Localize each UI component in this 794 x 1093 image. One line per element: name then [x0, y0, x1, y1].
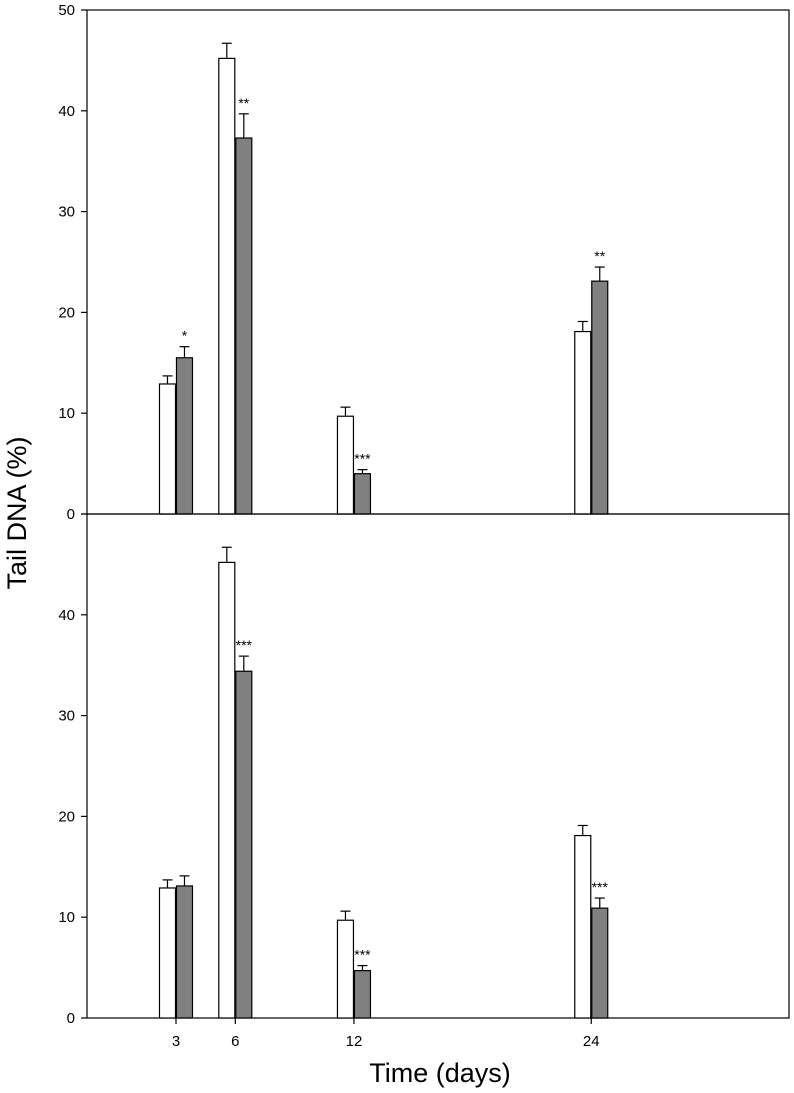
treated-bar — [591, 907, 609, 1019]
control-bar — [574, 834, 592, 1019]
y-tick-label: 30 — [58, 708, 75, 725]
y-tick-label: 0 — [67, 506, 75, 523]
significance-label: *** — [592, 879, 609, 895]
y-tick-label: 20 — [58, 304, 75, 321]
treated-bar — [353, 473, 372, 515]
y-tick-label: 50 — [58, 2, 75, 19]
significance-label: * — [182, 328, 188, 344]
control-bar — [158, 887, 177, 1019]
treated-bar — [591, 280, 609, 515]
treated-bar — [235, 137, 253, 515]
significance-label: *** — [354, 947, 371, 963]
control-bar — [218, 57, 236, 515]
panel-bottom: 0 10 20 30 40 *** *** *** — [58, 513, 790, 1027]
panel-frame — [86, 513, 790, 1019]
y-tick-label: 40 — [58, 103, 75, 120]
control-bar — [336, 415, 355, 515]
y-tick-label: 0 — [67, 1010, 75, 1027]
treated-bar — [175, 357, 194, 515]
y-tick-label: 40 — [58, 607, 75, 624]
control-bar — [218, 561, 236, 1019]
x-tick-label: 24 — [583, 1033, 600, 1050]
significance-label: ** — [238, 95, 249, 111]
significance-label: *** — [236, 637, 253, 653]
y-axis-title: Tail DNA (%) — [2, 436, 32, 589]
significance-label: *** — [354, 451, 371, 467]
treated-bar — [235, 670, 253, 1019]
x-tick-label: 6 — [231, 1033, 239, 1050]
control-bar — [574, 330, 592, 515]
y-tick-label: 30 — [58, 204, 75, 221]
treated-bar — [175, 885, 194, 1019]
x-tick-label: 12 — [346, 1033, 363, 1050]
x-tick-label: 3 — [172, 1033, 180, 1050]
x-axis-title: Time (days) — [369, 1058, 511, 1088]
control-bar — [158, 383, 177, 515]
treated-bar — [353, 970, 372, 1019]
significance-label: ** — [594, 248, 605, 264]
y-tick-label: 20 — [58, 808, 75, 825]
y-tick-label: 10 — [58, 405, 75, 422]
y-tick-label: 10 — [58, 909, 75, 926]
control-bar — [336, 919, 355, 1019]
